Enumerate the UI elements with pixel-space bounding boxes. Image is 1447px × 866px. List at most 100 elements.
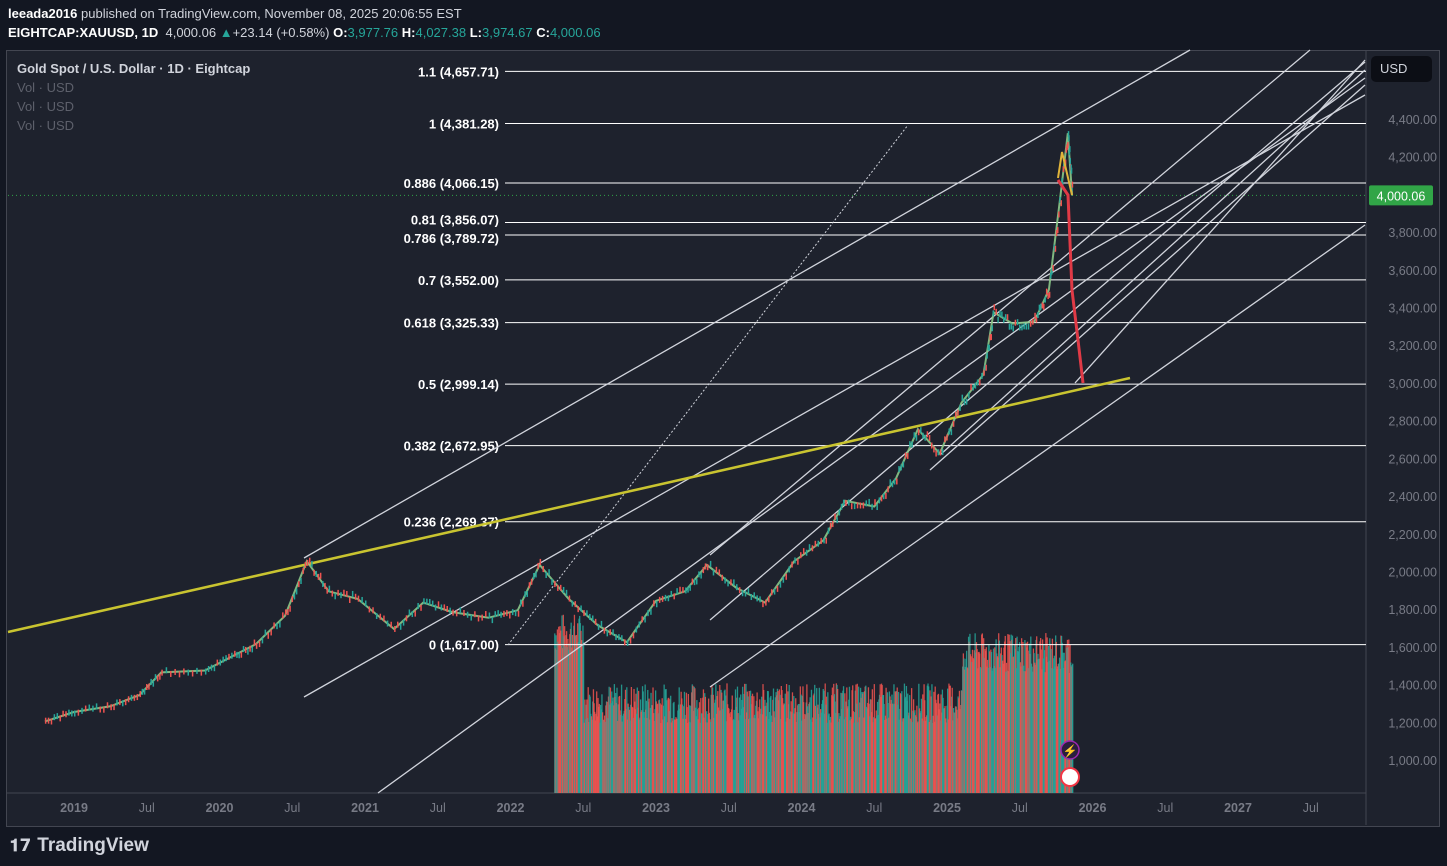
volume-bar [653,720,655,793]
volume-bar [649,707,652,793]
candle [463,610,465,617]
volume-bar [741,699,743,793]
volume-bar [628,709,631,793]
candle [1061,178,1063,185]
candle [44,717,47,724]
volume-bar [888,691,891,793]
volume-bar [1015,638,1017,793]
volume-bar [713,717,715,793]
volume-bar [831,687,834,793]
volume-bar [567,649,570,793]
volume-bar [833,683,835,793]
candle [368,606,371,613]
candle [122,700,124,707]
volume-bar [749,718,751,793]
x-tick-label: 2020 [206,801,234,815]
volume-bar [1049,638,1051,793]
volume-bar [857,686,860,793]
volume-bar [717,707,720,793]
volume-bar [840,692,842,793]
fib-level-label: 0.7 (3,552.00) [418,273,499,288]
candle [1012,325,1014,332]
volume-bar [681,698,683,793]
candle [773,588,776,595]
volume-bar [712,694,714,793]
volume-bar [979,667,982,793]
volume-bar [954,706,957,793]
candle [924,434,926,441]
price-tag-bg [1369,185,1433,206]
volume-bar [724,689,726,793]
candle [488,612,491,619]
candle [1045,288,1048,295]
volume-bar [940,694,942,793]
candle [216,659,219,666]
volume-bar [854,690,856,793]
currency-button[interactable]: USD [1371,56,1432,82]
tradingview-logo[interactable]: 𝟏𝟳 TradingView [10,835,149,857]
volume-bar [601,694,603,793]
volume-bar [626,687,628,793]
legend-vol[interactable]: Vol · USD [17,80,75,95]
volume-bar [752,717,754,793]
volume-bar [850,716,852,793]
candle [638,621,641,628]
volume-bar [901,691,903,793]
volume-bar [924,700,926,793]
volume-bar [1032,671,1034,793]
volume-bar [722,700,724,793]
candle [961,394,964,401]
candle [1016,319,1019,326]
candle [253,639,256,646]
candle [999,310,1001,317]
volume-bar [596,716,599,793]
volume-bar [771,722,773,793]
volume-bar [759,699,761,793]
candle [876,504,878,511]
volume-bar [579,615,581,793]
volume-bar [964,666,966,793]
volume-bar [1017,651,1020,793]
legend-vol[interactable]: Vol · USD [17,99,75,114]
candle [71,710,73,717]
candle [236,651,238,658]
volume-bar [825,696,828,793]
volume-bar [592,689,595,793]
volume-bar [564,646,566,793]
volume-bar [990,651,993,793]
volume-bar [755,700,758,793]
volume-bar [971,649,974,793]
candle [868,498,870,505]
trend-line [709,49,1311,556]
volume-bar [653,713,655,793]
volume-bar [892,704,894,793]
volume-bar [984,651,987,793]
author[interactable]: leeada2016 [8,6,78,21]
volume-bar [768,711,771,793]
volume-bar [714,699,716,793]
candle [712,569,715,576]
chart-frame[interactable] [6,50,1440,827]
volume-bar [1065,645,1067,793]
candle [591,615,594,622]
volume-bar [959,708,961,793]
candle [306,559,309,566]
legend-vol[interactable]: Vol · USD [17,118,75,133]
candle [244,646,247,653]
volume-bar [563,626,566,793]
candle [615,634,617,641]
candle [667,595,670,602]
volume-bar [810,719,812,793]
volume-bar [613,705,615,793]
volume-bar [566,646,568,793]
volume-bar [992,648,995,793]
candle [992,310,995,317]
candle [626,639,629,646]
ohlc-bar: EIGHTCAP:XAUUSD, 1D 4,000.06 ▲+23.14 (+0… [8,25,601,40]
volume-bar [948,685,951,793]
volume-bar [869,699,872,793]
candle [990,334,993,341]
volume-bar [1064,660,1067,793]
candle [426,598,428,605]
